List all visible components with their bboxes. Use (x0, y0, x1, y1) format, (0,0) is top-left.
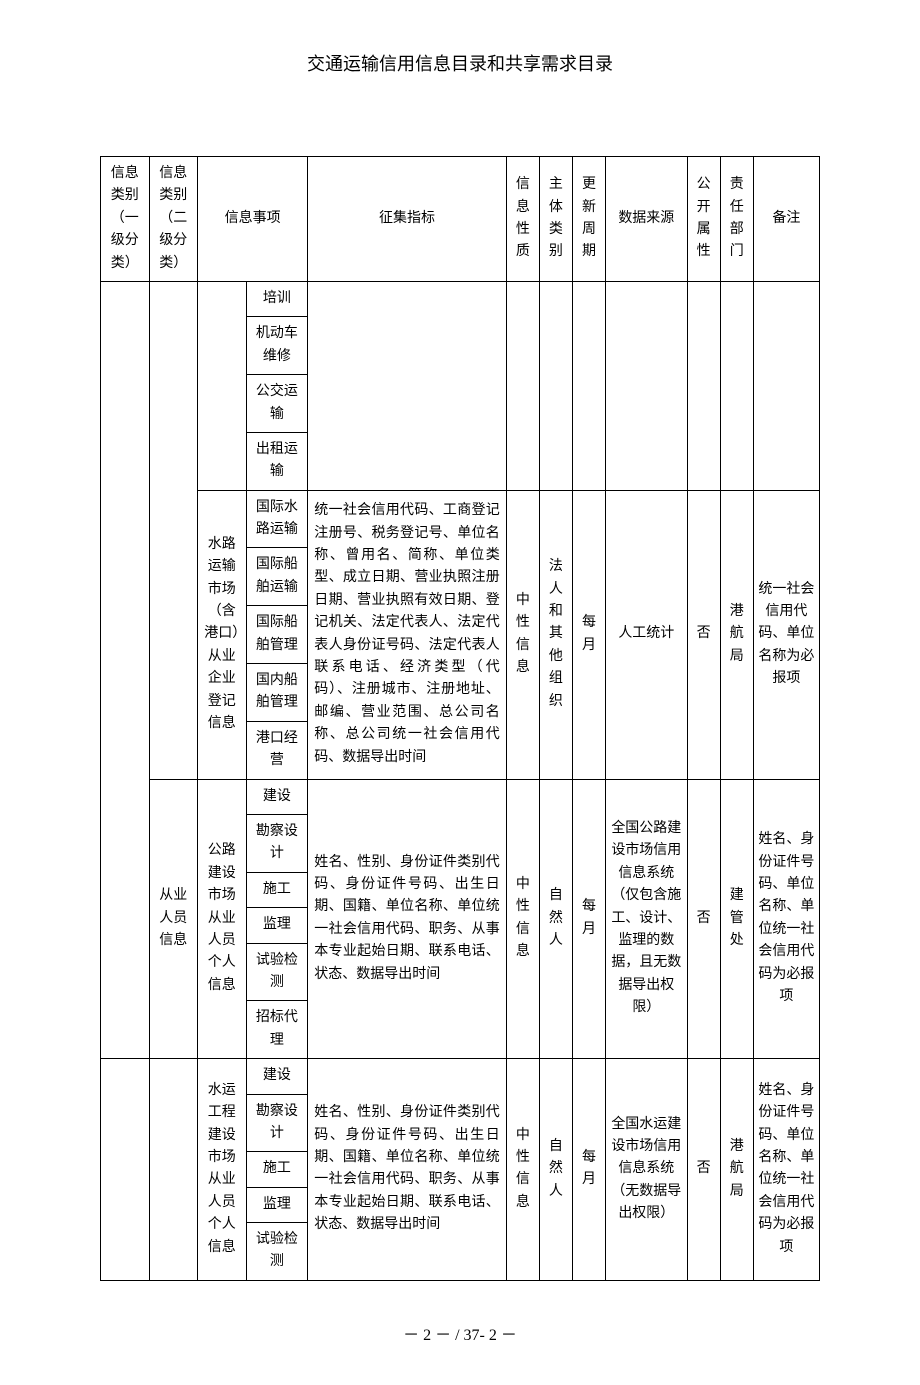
cell-item-b: 监理 (246, 1187, 308, 1222)
cell-public: 否 (687, 1059, 720, 1281)
header-remark: 备注 (753, 157, 819, 282)
cell-nature: 中性信息 (506, 1059, 539, 1281)
header-nature: 信息性质 (506, 157, 539, 282)
cell-subject: 自然人 (539, 779, 572, 1059)
cell-public: 否 (687, 490, 720, 779)
cell-nature: 中性信息 (506, 779, 539, 1059)
cell-small-item: 公交运输 (246, 375, 308, 433)
table-row: 培训 (101, 281, 820, 316)
cell-remark: 姓名、身份证件号码、单位名称、单位统一社会信用代码为必报项 (753, 1059, 819, 1281)
cell-item-b: 试验检测 (246, 943, 308, 1001)
cell-cycle: 每月 (572, 779, 605, 1059)
cell-remark: 统一社会信用代码、单位名称为必报项 (753, 490, 819, 779)
cell-cycle: 每月 (572, 490, 605, 779)
cell-cat2-empty (149, 281, 198, 779)
cell-item-b: 国际船舶管理 (246, 606, 308, 664)
header-item: 信息事项 (198, 157, 308, 282)
cell-nature: 中性信息 (506, 490, 539, 779)
cell-cycle: 每月 (572, 1059, 605, 1281)
cell-item-b: 国际水路运输 (246, 490, 308, 548)
cell-item-b: 建设 (246, 1059, 308, 1094)
cell-itema-empty (198, 281, 247, 490)
cell-item-b: 勘察设计 (246, 1094, 308, 1152)
catalog-table: 信息类别（一级分类） 信息类别（二级分类） 信息事项 征集指标 信息性质 主体类… (100, 156, 820, 1059)
cell-indicator: 统一社会信用代码、工商登记注册号、税务登记号、单位名称、曾用名、简称、单位类型、… (308, 490, 506, 779)
cell-source: 人工统计 (606, 490, 688, 779)
cell-subject: 法人和其他组织 (539, 490, 572, 779)
cell-source: 全国公路建设市场信用信息系统（仅包含施工、设计、监理的数据，且无数据导出权限） (606, 779, 688, 1059)
cell-remark: 姓名、身份证件号码、单位名称、单位统一社会信用代码为必报项 (753, 779, 819, 1059)
cell-small-item: 机动车维修 (246, 317, 308, 375)
table-row: 水运工程建设市场从业人员个人信息 建设 姓名、性别、身份证件类别代码、身份证件号… (101, 1059, 820, 1094)
cell-subject: 自然人 (539, 1059, 572, 1281)
header-cat1: 信息类别（一级分类） (101, 157, 150, 282)
cell-item-b: 施工 (246, 872, 308, 907)
cell-item-b: 港口经营 (246, 721, 308, 779)
cell-cat2-cont (149, 1059, 198, 1281)
cell-item-b: 勘察设计 (246, 814, 308, 872)
header-cat2: 信息类别（二级分类） (149, 157, 198, 282)
cell-item-a: 公路建设市场从业人员个人信息 (198, 779, 247, 1059)
cell-empty (308, 281, 506, 490)
cell-empty (687, 281, 720, 490)
cell-item-b: 国际船舶运输 (246, 548, 308, 606)
header-subject: 主体类别 (539, 157, 572, 282)
cell-empty (539, 281, 572, 490)
cell-empty (572, 281, 605, 490)
cell-source: 全国水运建设市场信用信息系统（无数据导出权限） (606, 1059, 688, 1281)
table-row: 从业人员信息 公路建设市场从业人员个人信息 建设 姓名、性别、身份证件类别代码、… (101, 779, 820, 814)
cell-item-b: 施工 (246, 1152, 308, 1187)
cell-item-b: 监理 (246, 908, 308, 943)
page-footer: － 2 － / 37- 2 － (100, 1321, 820, 1345)
cell-cat1-empty (101, 281, 150, 1058)
header-indicator: 征集指标 (308, 157, 506, 282)
cell-indicator: 姓名、性别、身份证件类别代码、身份证件号码、出生日期、国籍、单位名称、单位统一社… (308, 1059, 506, 1281)
header-source: 数据来源 (606, 157, 688, 282)
catalog-table-cont: 水运工程建设市场从业人员个人信息 建设 姓名、性别、身份证件类别代码、身份证件号… (100, 1058, 820, 1281)
header-row: 信息类别（一级分类） 信息类别（二级分类） 信息事项 征集指标 信息性质 主体类… (101, 157, 820, 282)
header-cycle: 更新周期 (572, 157, 605, 282)
cell-empty (720, 281, 753, 490)
cell-item-b: 建设 (246, 779, 308, 814)
cell-small-item: 培训 (246, 281, 308, 316)
cell-public: 否 (687, 779, 720, 1059)
cell-empty (606, 281, 688, 490)
header-public: 公开属性 (687, 157, 720, 282)
cell-small-item: 出租运输 (246, 432, 308, 490)
page-title: 交通运输信用信息目录和共享需求目录 (100, 50, 820, 76)
cell-item-b: 招标代理 (246, 1001, 308, 1059)
cell-item-a: 水路运输市场（含港口）从业企业登记信息 (198, 490, 247, 779)
cell-dept: 港航局 (720, 1059, 753, 1281)
cell-cat2: 从业人员信息 (149, 779, 198, 1059)
cell-dept: 建管处 (720, 779, 753, 1059)
cell-empty (506, 281, 539, 490)
cell-indicator: 姓名、性别、身份证件类别代码、身份证件号码、出生日期、国籍、单位名称、单位统一社… (308, 779, 506, 1059)
cell-item-b: 国内船舶管理 (246, 664, 308, 722)
cell-item-b: 试验检测 (246, 1223, 308, 1281)
header-dept: 责任部门 (720, 157, 753, 282)
cell-dept: 港航局 (720, 490, 753, 779)
cell-empty (753, 281, 819, 490)
cell-cat1-cont (101, 1059, 150, 1281)
cell-item-a: 水运工程建设市场从业人员个人信息 (198, 1059, 247, 1281)
table-row: 水路运输市场（含港口）从业企业登记信息 国际水路运输 统一社会信用代码、工商登记… (101, 490, 820, 548)
